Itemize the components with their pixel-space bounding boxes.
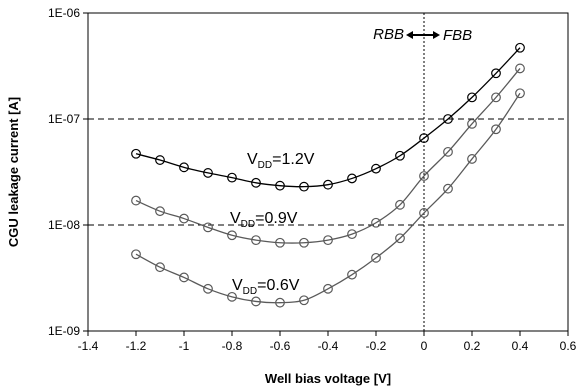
series-label-main: V [230, 210, 241, 227]
data-point [443, 114, 453, 124]
rbb-label: RBB [373, 26, 404, 43]
series-label-main: V [247, 151, 258, 168]
data-point [347, 173, 357, 184]
grid-layer [88, 118, 568, 226]
series-label-vdd-0-6v: VDD=0.6V [232, 277, 300, 297]
data-point [467, 92, 477, 103]
data-point [203, 168, 213, 178]
x-tick-label: 0.2 [464, 339, 481, 353]
arrow-head-right [433, 31, 440, 39]
data-point [491, 92, 501, 103]
data-point [251, 235, 261, 246]
data-point [515, 88, 525, 99]
series-0 [131, 42, 525, 192]
data-point [371, 163, 381, 174]
data-point [419, 171, 429, 181]
series-label-value: =0.9V [255, 210, 298, 227]
series-label-value: =0.6V [257, 277, 300, 294]
data-point [299, 237, 309, 248]
data-point [155, 155, 165, 165]
data-point [323, 179, 333, 190]
data-point [131, 249, 141, 260]
x-tick-label: -1.4 [78, 339, 99, 353]
data-point [251, 177, 261, 188]
data-point [227, 230, 237, 241]
data-point [395, 199, 405, 210]
data-point [491, 124, 501, 135]
data-point [323, 283, 333, 294]
data-point [419, 208, 429, 218]
arrow-head-left [406, 31, 413, 39]
data-point [131, 195, 141, 206]
series-label-vdd-1-2v: VDD=1.2V [247, 151, 315, 171]
data-point [347, 229, 357, 240]
data-point [491, 68, 501, 79]
data-point [443, 183, 453, 194]
x-tick-label: -0.8 [222, 339, 243, 353]
data-point [131, 148, 141, 159]
data-point [467, 118, 477, 129]
data-point [371, 252, 381, 263]
series-line [135, 68, 521, 244]
data-point [179, 272, 189, 283]
y-tick-label: 1E-09 [48, 324, 80, 338]
x-tick-label: 0 [421, 339, 428, 353]
x-axis-label: Well bias voltage [V] [265, 371, 391, 386]
series-line [135, 47, 521, 188]
series-label-sub: DD [241, 219, 255, 230]
data-point [299, 181, 309, 192]
data-point [275, 237, 285, 248]
data-point [227, 291, 237, 302]
data-point [155, 206, 165, 217]
data-point [155, 262, 165, 273]
series-layer [131, 42, 525, 308]
axis-ticks: -1.4 -1.2 -1 -0.8 -0.6 -0.4 -0.2 0 0.2 0.4 0.6 1E-0… [48, 6, 577, 353]
data-point [323, 235, 333, 246]
x-tick-label: -0.4 [318, 339, 339, 353]
data-point [443, 146, 453, 157]
y-axis-label: CGU leakage current [A] [6, 97, 21, 247]
data-point [419, 133, 429, 144]
series-label-value: =1.2V [272, 151, 315, 168]
y-tick-label: 1E-06 [48, 6, 80, 20]
data-point [299, 295, 309, 306]
data-point [371, 217, 381, 228]
double-arrow-icon [406, 31, 440, 39]
data-point [515, 42, 525, 53]
data-point [467, 154, 477, 164]
data-point [227, 172, 237, 183]
x-tick-label: 0.4 [512, 339, 529, 353]
x-tick-label: -1.2 [126, 339, 147, 353]
series-2 [131, 88, 525, 308]
data-point [251, 296, 261, 307]
series-label-sub: DD [243, 286, 257, 297]
fbb-label: FBB [443, 27, 472, 44]
plot-frame [87, 12, 569, 332]
series-label-sub: DD [258, 160, 272, 171]
series-label-vdd-0-9v: VDD=0.9V [230, 210, 298, 230]
series-line [135, 92, 521, 304]
x-tick-label: 0.6 [560, 339, 577, 353]
data-point [179, 213, 189, 224]
series-label-main: V [232, 277, 243, 294]
y-tick-label: 1E-08 [48, 218, 80, 232]
data-point [275, 180, 285, 191]
x-tick-label: -0.2 [366, 339, 387, 353]
data-point [275, 297, 285, 308]
data-point [203, 283, 213, 294]
data-point [179, 162, 189, 173]
x-tick-label: -1 [179, 339, 190, 353]
y-tick-label: 1E-07 [48, 112, 80, 126]
data-point [515, 63, 525, 74]
data-point [203, 222, 213, 233]
x-tick-label: -0.6 [270, 339, 291, 353]
data-point [395, 233, 405, 244]
data-point [347, 269, 357, 280]
data-point [395, 150, 405, 161]
series-1 [131, 63, 525, 248]
